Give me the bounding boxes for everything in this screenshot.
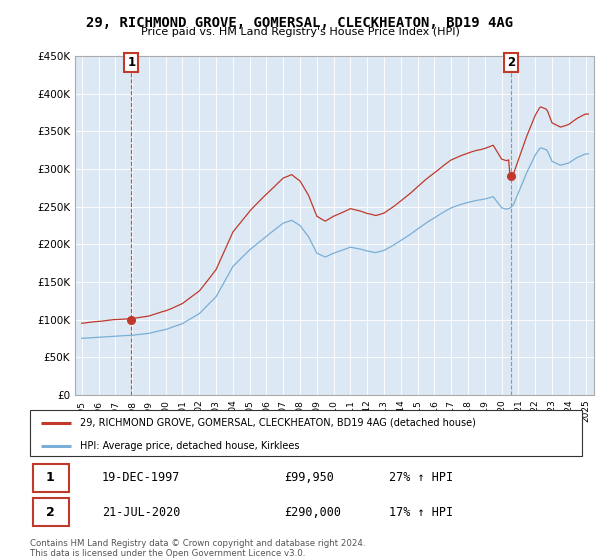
Text: 27% ↑ HPI: 27% ↑ HPI bbox=[389, 472, 453, 484]
Text: 21-JUL-2020: 21-JUL-2020 bbox=[102, 506, 180, 519]
Text: Contains HM Land Registry data © Crown copyright and database right 2024.
This d: Contains HM Land Registry data © Crown c… bbox=[30, 539, 365, 558]
Text: 17% ↑ HPI: 17% ↑ HPI bbox=[389, 506, 453, 519]
FancyBboxPatch shape bbox=[30, 410, 582, 456]
Text: HPI: Average price, detached house, Kirklees: HPI: Average price, detached house, Kirk… bbox=[80, 441, 299, 451]
Text: £290,000: £290,000 bbox=[284, 506, 341, 519]
Text: Price paid vs. HM Land Registry's House Price Index (HPI): Price paid vs. HM Land Registry's House … bbox=[140, 27, 460, 37]
Text: 1: 1 bbox=[127, 56, 136, 69]
Text: 2: 2 bbox=[46, 506, 55, 519]
Text: 29, RICHMOND GROVE, GOMERSAL, CLECKHEATON, BD19 4AG: 29, RICHMOND GROVE, GOMERSAL, CLECKHEATO… bbox=[86, 16, 514, 30]
FancyBboxPatch shape bbox=[33, 498, 68, 526]
Text: £99,950: £99,950 bbox=[284, 472, 334, 484]
Text: 2: 2 bbox=[506, 56, 515, 69]
Text: 29, RICHMOND GROVE, GOMERSAL, CLECKHEATON, BD19 4AG (detached house): 29, RICHMOND GROVE, GOMERSAL, CLECKHEATO… bbox=[80, 418, 476, 428]
Text: 1: 1 bbox=[46, 472, 55, 484]
FancyBboxPatch shape bbox=[33, 464, 68, 492]
Text: 19-DEC-1997: 19-DEC-1997 bbox=[102, 472, 180, 484]
